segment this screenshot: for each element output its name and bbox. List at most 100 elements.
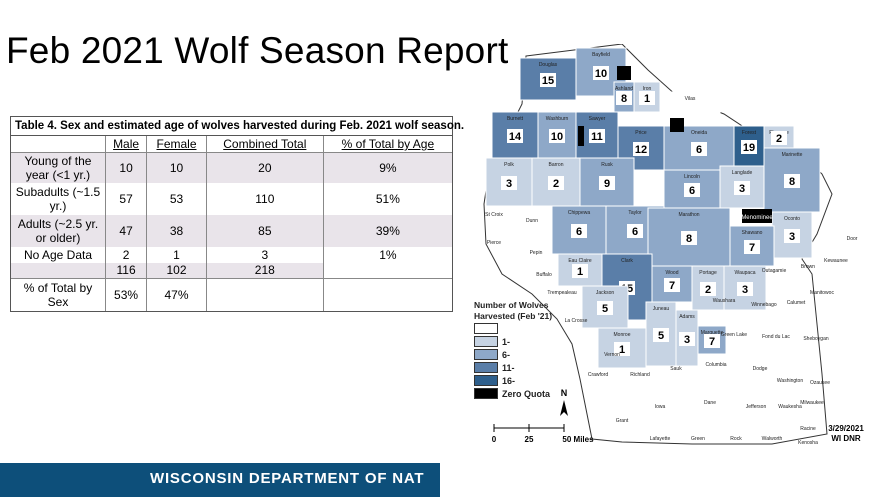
map-legend: Number of Wolves Harvested (Feb '21) 1- 6… (474, 300, 564, 400)
county-name: Bayfield (592, 52, 610, 58)
header-pct: % of Total by Age (341, 137, 435, 151)
county-marinette: Marinette 8 (763, 147, 821, 213)
county-count: 3 (789, 231, 795, 243)
county-name: Crawford (588, 372, 609, 378)
cell-total: 218 (206, 262, 324, 279)
county-count: 7 (749, 242, 755, 254)
legend-item: Zero Quota (474, 387, 564, 400)
county-name: Kewaunee (824, 258, 848, 264)
table-row: Young of the year (<1 yr.) 10 10 20 9% (11, 152, 452, 183)
county-name: Dane (704, 400, 716, 406)
county-name: Portage (699, 270, 717, 276)
table-caption: Table 4. Sex and estimated age of wolves… (11, 117, 464, 136)
legend-label: 1- (502, 336, 511, 347)
county-name: Fond du Lac (762, 334, 790, 340)
county-count: 8 (621, 93, 627, 105)
county-burnett: Burnett 14 (491, 111, 539, 159)
county-count: 6 (576, 226, 582, 238)
county-lincoln: Lincoln 6 (663, 169, 721, 209)
pct-by-sex-row: % of Total by Sex 53% 47% (11, 278, 452, 311)
county-polk: Polk 3 (485, 157, 533, 207)
county-count: 7 (709, 336, 715, 348)
county-name: Winnebago (751, 302, 777, 308)
county-name: Trempealeau (547, 290, 576, 296)
county-name: Wood (666, 270, 679, 276)
county-name: La Crosse (565, 318, 588, 324)
row-label: Adults (~2.5 yr. or older) (11, 214, 106, 247)
county-washburn: Washburn 10 (537, 111, 577, 159)
county-name: Juneau (653, 306, 670, 312)
county-count: 2 (705, 284, 711, 296)
county-count: 9 (604, 178, 610, 190)
county-count: 12 (635, 144, 647, 156)
header-blank (11, 136, 106, 153)
county-name: Clark (621, 258, 633, 264)
county-name: Rock (730, 436, 742, 442)
north-arrow-icon (560, 400, 568, 416)
county-forest: Forest 19 (733, 125, 765, 167)
county-name: Green Lake (721, 332, 747, 338)
county-chippewa: Chippewa 6 (551, 205, 607, 255)
data-table: Male Female Combined Total % of Total by… (11, 136, 452, 311)
county-name: Polk (504, 162, 514, 168)
cell-female: 47% (146, 278, 207, 311)
county-name: Ozaukee (810, 380, 830, 386)
county-name: Waupaca (735, 270, 756, 276)
county-name: Langlade (732, 170, 753, 176)
county-name: Marinette (782, 152, 803, 158)
legend-swatch (474, 362, 498, 373)
footer-banner: WISCONSIN DEPARTMENT OF NAT (0, 463, 440, 497)
county-name: Buffalo (536, 272, 552, 278)
county-name: Racine (800, 426, 816, 432)
county-name: Richland (630, 372, 650, 378)
county-oneida: Oneida 6 (663, 125, 735, 171)
county-name: Price (635, 130, 647, 136)
county-name: Waukesha (778, 404, 802, 410)
county-name: Washington (777, 378, 803, 384)
county-name: Jackson (596, 290, 615, 296)
county-name: Door (847, 236, 858, 242)
county-name: Sawyer (589, 116, 606, 122)
county-eau-claire: Eau Claire 1 (557, 253, 603, 287)
legend-swatch (474, 349, 498, 360)
county-name: Taylor (628, 210, 642, 216)
cell-male: 47 (105, 214, 148, 247)
county-florence: Florence2 (763, 125, 795, 149)
county-name: Forest (742, 130, 757, 136)
county-name: Lafayette (650, 436, 671, 442)
scale-end: 50 Miles (562, 435, 594, 444)
county-count: 2 (553, 178, 559, 190)
county-adams: Adams 3 (675, 309, 699, 367)
header-total: Combined Total (206, 136, 324, 153)
county-count: 3 (742, 284, 748, 296)
county-name: Chippewa (568, 210, 590, 216)
zero-quota-sawyer (578, 126, 584, 146)
county-count: 14 (509, 131, 522, 143)
county-name: Vilas (685, 96, 696, 102)
county-name: Grant (616, 418, 629, 424)
cell-total: 110 (206, 182, 324, 215)
county-name: Burnett (507, 116, 524, 122)
header-male: Male (105, 136, 148, 153)
footer-text: WISCONSIN DEPARTMENT OF NAT (150, 470, 425, 487)
legend-swatch (474, 388, 498, 399)
cell-pct (323, 279, 452, 311)
county-barron: Barron 2 (531, 157, 581, 207)
county-name: Milwaukee (800, 400, 824, 406)
county-count: 1 (577, 266, 583, 278)
legend-swatch (474, 336, 498, 347)
county-name-labels: St Croix Dunn Pierce Pepin Buffalo Trempealea… (485, 212, 858, 446)
legend-item: 1- (474, 335, 564, 348)
row-label: Subadults (~1.5 yr.) (11, 182, 106, 215)
county-langlade: Langlade 3 (719, 165, 765, 209)
county-name: Pepin (530, 250, 543, 256)
legend-item (474, 322, 564, 335)
scale-zero: 0 (492, 435, 497, 444)
cell-pct: 39% (323, 214, 452, 247)
table-row: Adults (~2.5 yr. or older) 47 38 85 39% (11, 214, 452, 247)
row-label: No Age Data (11, 246, 106, 263)
menominee-label: Menominee (741, 215, 773, 221)
